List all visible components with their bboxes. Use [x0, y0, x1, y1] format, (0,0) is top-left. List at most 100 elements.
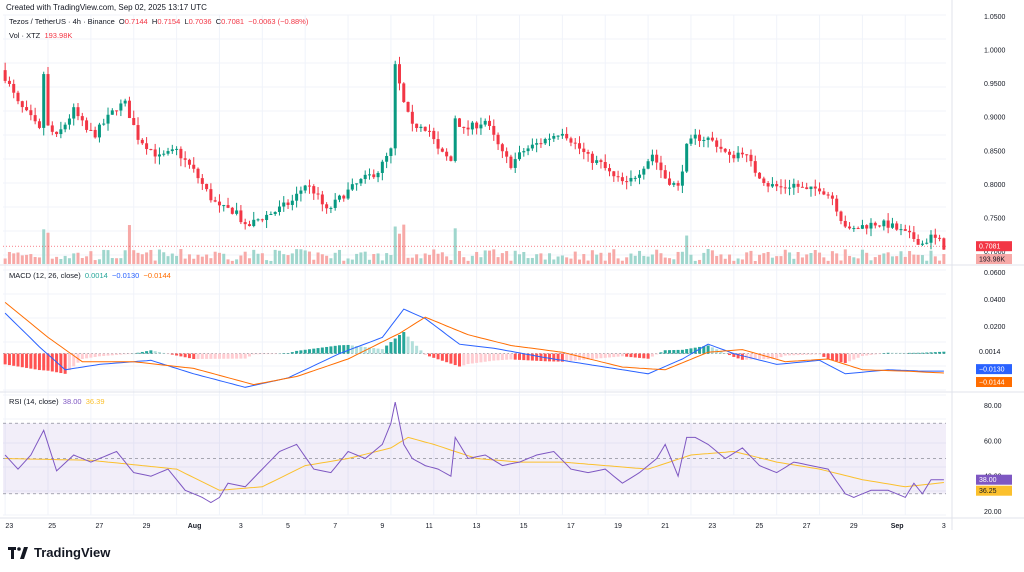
candle-body — [873, 222, 877, 226]
volume-bar — [518, 254, 522, 264]
volume-bar — [745, 252, 749, 264]
macd-histogram-bar — [633, 353, 637, 358]
macd-histogram-bar — [213, 353, 217, 359]
macd-histogram-bar — [97, 353, 101, 357]
candle-body — [899, 229, 903, 231]
volume-bar — [157, 249, 161, 264]
candle-body — [337, 195, 341, 200]
macd-histogram-bar — [175, 353, 179, 356]
volume-bar — [325, 255, 329, 264]
macd-histogram-bar — [775, 353, 779, 359]
volume-bar — [740, 259, 744, 264]
macd-histogram-bar — [239, 353, 243, 359]
volume-bar — [282, 254, 286, 264]
candle-body — [402, 83, 406, 102]
tradingview-logo[interactable]: TradingView — [8, 545, 110, 560]
rsi-pane[interactable] — [3, 402, 946, 504]
volume-legend[interactable]: Vol · XTZ 193.98K — [9, 31, 72, 40]
volume-bar — [736, 258, 740, 264]
macd-histogram-bar — [295, 350, 299, 354]
candle-body — [277, 206, 281, 213]
volume-bar — [153, 260, 157, 264]
volume-bar — [650, 254, 654, 264]
volume-bar — [899, 251, 903, 264]
candle-body — [582, 148, 586, 153]
volume-bar — [76, 252, 80, 264]
volume-bar — [565, 257, 569, 264]
rsi-ma-value: 36.39 — [85, 397, 105, 406]
symbol-name: Tezos / TetherUS · 4h · Binance — [9, 17, 115, 26]
candle-body — [213, 200, 217, 202]
volume-bar — [796, 252, 800, 264]
candle-body — [843, 220, 847, 227]
volume-bar — [890, 256, 894, 264]
macd-legend[interactable]: MACD (12, 26, close) 0.0014 −0.0130 −0.0… — [9, 271, 171, 280]
x-tick-label: 23 — [708, 523, 716, 530]
volume-bar — [7, 251, 11, 264]
macd-histogram-bar — [329, 346, 333, 354]
volume-bar — [175, 255, 179, 264]
macd-pane[interactable] — [3, 302, 946, 388]
volume-bar — [187, 254, 191, 264]
volume-bar — [303, 250, 307, 264]
symbol-legend[interactable]: Tezos / TetherUS · 4h · Binance O0.7144 … — [9, 17, 308, 26]
candle-body — [775, 184, 779, 187]
volume-bar — [123, 250, 127, 264]
macd-histogram-bar — [299, 350, 303, 354]
macd-histogram-bar — [85, 353, 89, 359]
macd-histogram-bar — [286, 353, 290, 354]
macd-histogram-bar — [136, 352, 140, 354]
candle-body — [693, 134, 697, 139]
volume-bar — [873, 257, 877, 264]
volume-bar — [758, 254, 762, 264]
axes: 1.0500 1.0000 0.9500 0.9000 0.8500 0.8000 0.75… — [5, 14, 1012, 530]
macd-histogram-bar — [256, 353, 260, 355]
macd-histogram-bar — [145, 351, 149, 354]
candle-body — [170, 149, 174, 152]
volume-bars — [3, 224, 946, 264]
volume-bar — [217, 252, 221, 264]
candle-body — [320, 194, 324, 205]
candle-body — [243, 222, 247, 225]
macd-histogram-bar — [702, 346, 706, 354]
volume-bar — [132, 250, 136, 264]
macd-histogram-bar — [355, 346, 359, 354]
macd-histogram-bar — [509, 353, 513, 360]
macd-signal-badge: −0.0144 — [979, 380, 1005, 387]
volume-bar — [440, 252, 444, 264]
volume-bar — [380, 260, 384, 264]
candle-body — [59, 129, 63, 135]
macd-histogram-bar — [569, 353, 573, 361]
macd-histogram-bar — [149, 350, 153, 354]
candle-body — [942, 238, 946, 250]
candle-body — [890, 223, 894, 228]
volume-bar — [488, 250, 492, 264]
macd-histogram-bar — [719, 351, 723, 354]
volume-bar — [239, 255, 243, 264]
price-tick-label: 0.9000 — [984, 115, 1006, 122]
x-tick-label: 13 — [473, 523, 481, 530]
macd-histogram-bar — [55, 353, 59, 373]
volume-bar — [505, 251, 509, 264]
macd-hist-badge-bg — [976, 346, 1012, 357]
rsi-value: 38.00 — [62, 397, 82, 406]
candle-body — [260, 219, 264, 221]
volume-bar — [856, 258, 860, 264]
macd-histogram-bar — [642, 353, 646, 359]
volume-bar — [676, 251, 680, 264]
candlestick-series[interactable] — [3, 56, 946, 250]
candle-body — [33, 115, 37, 122]
x-tick-label: 27 — [95, 523, 103, 530]
candle-body — [406, 101, 410, 112]
candle-body — [822, 191, 826, 195]
macd-histogram-bar — [513, 353, 517, 360]
rsi-legend[interactable]: RSI (14, close) 38.00 36.39 — [9, 397, 105, 406]
volume-bar — [350, 259, 354, 264]
macd-histogram-bar — [102, 353, 106, 356]
volume-bar — [475, 251, 479, 264]
candle-body — [140, 139, 144, 144]
volume-bar — [423, 253, 427, 264]
candle-body — [380, 161, 384, 173]
candle-body — [376, 172, 380, 178]
